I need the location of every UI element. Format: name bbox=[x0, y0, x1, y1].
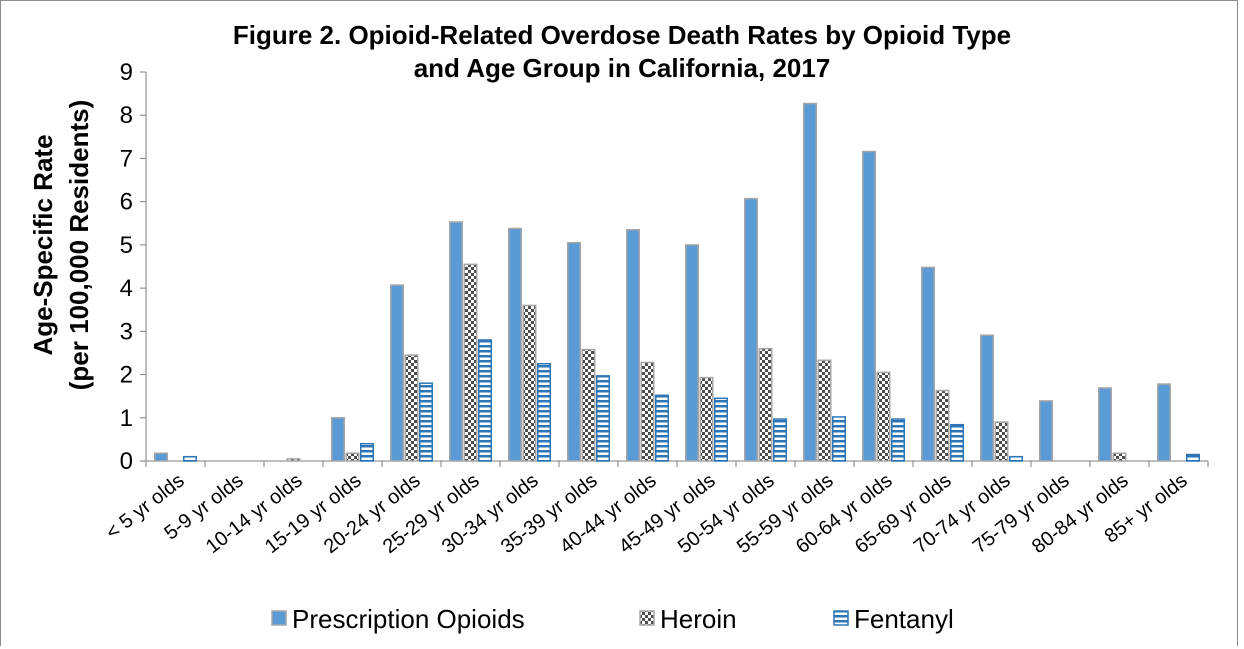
chart-title-line-2: and Age Group in California, 2017 bbox=[414, 53, 831, 83]
bar-fentanyl bbox=[183, 455, 197, 462]
bar-heroin bbox=[994, 421, 1009, 462]
legend-label: Heroin bbox=[660, 604, 737, 634]
bar-fentanyl bbox=[950, 423, 964, 462]
bar-prescription-opioids bbox=[567, 241, 581, 462]
bar-heroin bbox=[699, 376, 714, 462]
bar-prescription-opioids bbox=[1157, 383, 1171, 462]
bar-fentanyl bbox=[773, 418, 787, 462]
y-tick-label: 9 bbox=[120, 59, 133, 86]
bar-heroin bbox=[404, 354, 419, 462]
bar-fentanyl bbox=[1186, 453, 1200, 462]
bar-fentanyl bbox=[655, 394, 669, 462]
legend-label: Prescription Opioids bbox=[292, 604, 525, 634]
bar-heroin bbox=[640, 361, 655, 462]
bar-prescription-opioids bbox=[862, 150, 876, 462]
bar-fentanyl bbox=[832, 416, 846, 462]
y-tick-label: 7 bbox=[120, 145, 133, 172]
bar-heroin bbox=[463, 263, 478, 462]
bar-prescription-opioids bbox=[803, 102, 817, 462]
bar-fentanyl bbox=[419, 382, 433, 462]
y-tick-label: 8 bbox=[120, 102, 133, 129]
bar-prescription-opioids bbox=[744, 197, 758, 462]
bar-fentanyl bbox=[1009, 455, 1023, 462]
chart-title-line-1: Figure 2. Opioid-Related Overdose Death … bbox=[233, 20, 1011, 50]
bar-prescription-opioids bbox=[980, 334, 994, 462]
bar-heroin bbox=[345, 452, 360, 462]
y-tick-label: 1 bbox=[120, 405, 133, 432]
bar-heroin bbox=[1112, 452, 1127, 462]
bar-prescription-opioids bbox=[1098, 387, 1112, 462]
legend-swatch bbox=[639, 610, 655, 626]
bar-fentanyl bbox=[360, 442, 374, 462]
bar-heroin bbox=[522, 304, 537, 462]
bar-prescription-opioids bbox=[626, 229, 640, 462]
y-tick-label: 5 bbox=[120, 232, 133, 259]
legend-swatch bbox=[271, 610, 287, 626]
bar-prescription-opioids bbox=[390, 284, 404, 462]
bar-heroin bbox=[935, 389, 950, 462]
y-tick-label: 4 bbox=[120, 275, 133, 302]
bar-fentanyl bbox=[596, 375, 610, 462]
legend-label: Fentanyl bbox=[854, 604, 954, 634]
bar-prescription-opioids bbox=[508, 227, 522, 462]
y-axis-label-line-2: (per 100,000 Residents) bbox=[64, 100, 94, 390]
bar-prescription-opioids bbox=[331, 417, 345, 462]
bar-fentanyl bbox=[714, 397, 728, 462]
bar-prescription-opioids bbox=[154, 452, 168, 462]
bar-heroin bbox=[817, 359, 832, 462]
legend-swatch bbox=[833, 610, 849, 626]
bar-heroin bbox=[876, 371, 891, 462]
y-tick-label: 6 bbox=[120, 189, 133, 216]
bar-fentanyl bbox=[537, 363, 551, 462]
bar-prescription-opioids bbox=[921, 266, 935, 462]
bar-heroin bbox=[581, 348, 596, 462]
bar-prescription-opioids bbox=[685, 244, 699, 462]
y-tick-label: 3 bbox=[120, 318, 133, 345]
bar-fentanyl bbox=[891, 418, 905, 462]
legend: Prescription Opioids Heroin Fentanyl bbox=[271, 604, 954, 634]
y-axis-label-line-1: Age-Specific Rate bbox=[28, 134, 58, 355]
y-tick-label: 0 bbox=[120, 448, 133, 475]
y-tick-label: 2 bbox=[120, 362, 133, 389]
bar-fentanyl bbox=[478, 339, 492, 462]
bar-prescription-opioids bbox=[1039, 400, 1053, 462]
bar-heroin bbox=[286, 458, 301, 462]
bar-heroin bbox=[758, 347, 773, 462]
bar-prescription-opioids bbox=[449, 221, 463, 462]
